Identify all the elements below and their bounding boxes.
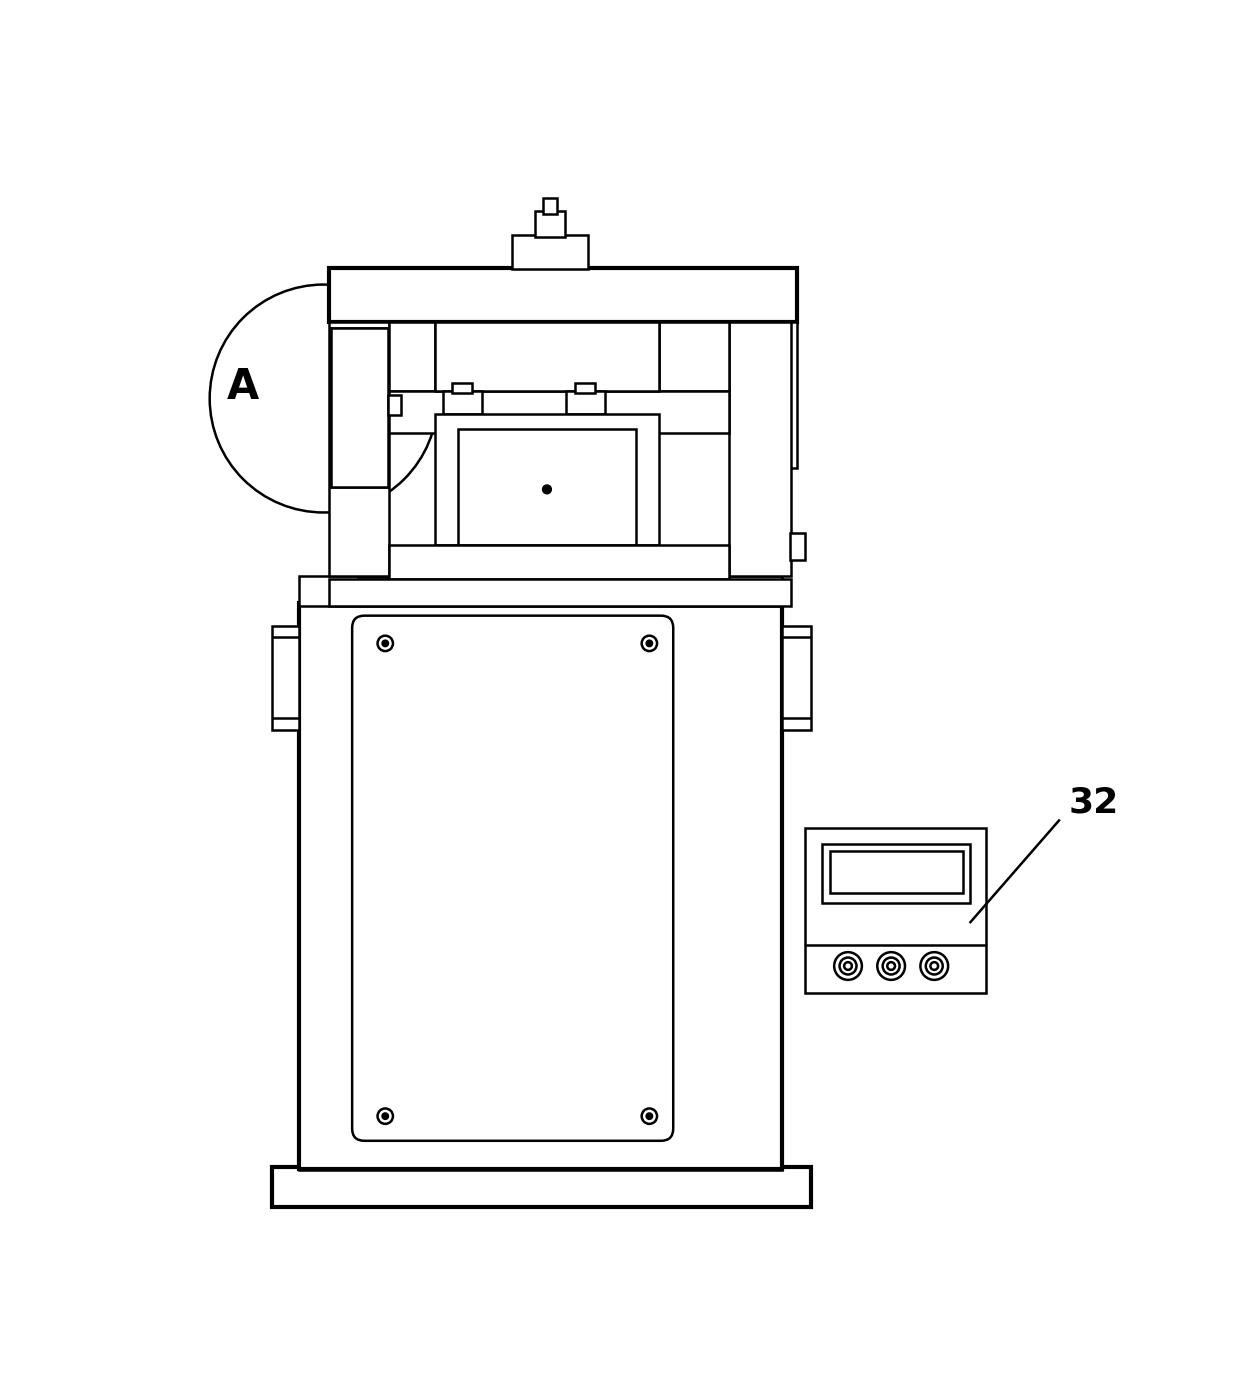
Circle shape (383, 1114, 388, 1118)
Circle shape (647, 641, 652, 646)
Bar (331, 328, 388, 487)
Bar (658, 321, 729, 391)
Bar (512, 236, 588, 269)
Bar (299, 1146, 781, 1170)
Bar (822, 843, 971, 903)
Circle shape (930, 962, 939, 970)
Text: 32: 32 (1068, 786, 1118, 819)
Bar (443, 391, 481, 415)
Bar (272, 625, 299, 730)
Bar (536, 211, 564, 237)
Circle shape (877, 952, 905, 980)
Bar (805, 828, 986, 993)
Bar (331, 328, 388, 487)
Bar (759, 321, 797, 468)
Circle shape (377, 635, 393, 651)
Circle shape (647, 1114, 652, 1118)
Bar (389, 391, 729, 433)
Bar (543, 198, 557, 214)
Bar (389, 321, 435, 391)
Bar (729, 321, 791, 575)
Circle shape (210, 285, 438, 512)
Circle shape (839, 958, 857, 974)
Bar (299, 575, 781, 606)
Circle shape (377, 1108, 393, 1124)
Text: A: A (227, 366, 259, 408)
Bar (781, 625, 811, 730)
FancyBboxPatch shape (352, 616, 673, 1141)
Circle shape (641, 1108, 657, 1124)
Bar (790, 533, 805, 560)
Bar (435, 415, 658, 544)
Circle shape (543, 486, 551, 493)
Circle shape (920, 952, 949, 980)
Circle shape (641, 635, 657, 651)
Circle shape (844, 962, 852, 970)
Bar (453, 383, 472, 394)
Bar (830, 852, 962, 893)
Bar (388, 395, 402, 416)
Bar (575, 383, 595, 394)
Bar (567, 391, 605, 415)
Bar (272, 1167, 811, 1208)
Bar (299, 603, 781, 1168)
Bar (329, 268, 797, 321)
Bar (459, 430, 635, 544)
Bar (358, 553, 724, 577)
Bar (329, 579, 791, 606)
Circle shape (926, 958, 942, 974)
Circle shape (383, 641, 388, 646)
Bar (435, 321, 658, 391)
Bar (508, 1128, 570, 1148)
Circle shape (835, 952, 862, 980)
Bar (329, 321, 389, 575)
Circle shape (883, 958, 899, 974)
Circle shape (888, 962, 895, 970)
Bar (389, 544, 729, 579)
